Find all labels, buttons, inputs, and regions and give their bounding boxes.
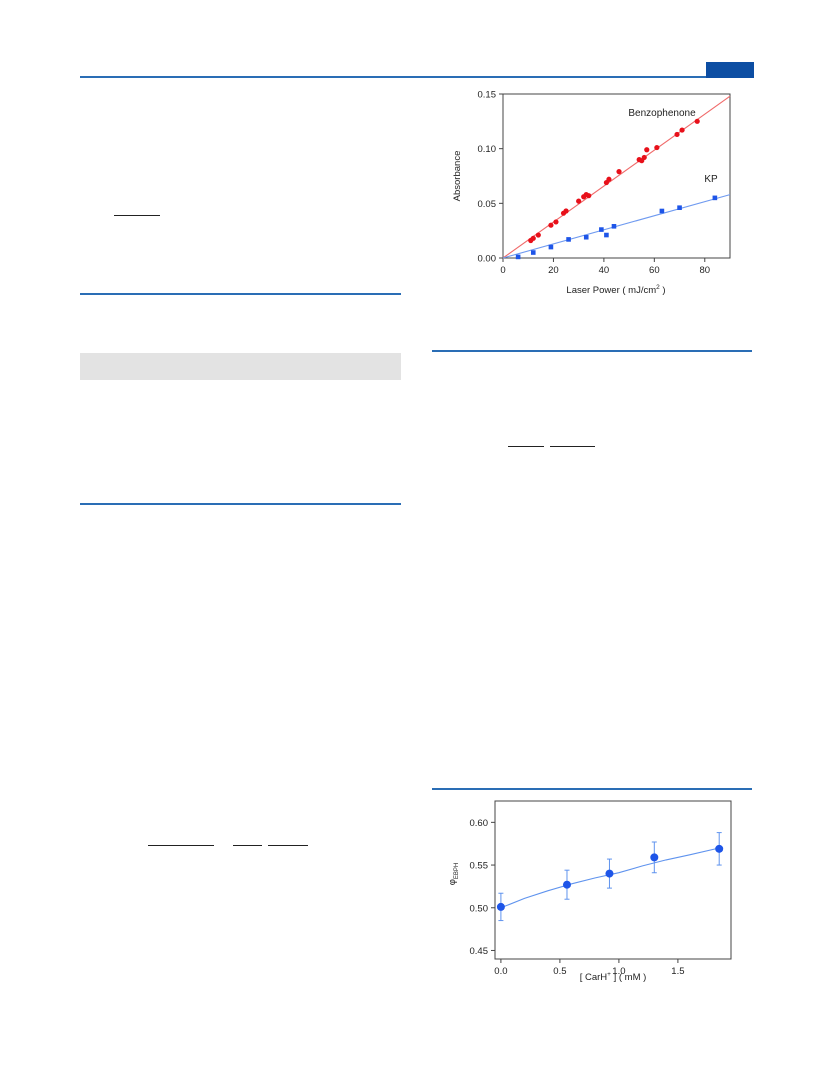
data-point bbox=[650, 853, 659, 862]
data-point bbox=[530, 250, 536, 255]
header-rule bbox=[80, 76, 752, 78]
x-tick-label: 1.0 bbox=[612, 966, 625, 977]
data-point bbox=[677, 205, 682, 211]
data-point bbox=[712, 195, 718, 201]
fraction-bar bbox=[508, 446, 544, 447]
series-label-kp: KP bbox=[704, 174, 718, 185]
plot-frame bbox=[494, 800, 732, 960]
quantum-yield-chart: 0.0 0.5 1.0 1.5 0.45 0.50 0.55 0.60 φEBPH [ Car… bbox=[447, 800, 732, 983]
section-rule-1 bbox=[80, 293, 401, 295]
fraction-bar bbox=[550, 446, 595, 447]
data-point bbox=[644, 147, 650, 153]
data-point bbox=[576, 198, 582, 204]
fraction-bar bbox=[268, 845, 308, 846]
x-tick-label: 20 bbox=[548, 265, 559, 276]
x-axis-label-end: ] ( mM ) bbox=[611, 972, 646, 983]
fraction-bar bbox=[148, 845, 214, 846]
absorbance-chart: 0 20 40 60 80 0.00 0.05 0.10 0.15 Benzophenone K… bbox=[452, 90, 731, 296]
data-point bbox=[715, 844, 724, 853]
y-tick-label: 0.05 bbox=[478, 199, 497, 210]
data-point bbox=[530, 235, 536, 241]
data-point bbox=[553, 219, 559, 225]
page-tab bbox=[706, 62, 754, 78]
plot-frame bbox=[502, 93, 731, 259]
data-point bbox=[694, 118, 700, 124]
data-point bbox=[654, 144, 660, 151]
fraction-bar bbox=[233, 845, 262, 846]
data-point bbox=[496, 902, 505, 911]
y-tick-label: 0.55 bbox=[470, 861, 489, 872]
x-axis-label-sup: + bbox=[607, 971, 611, 978]
data-point bbox=[562, 880, 571, 889]
data-point bbox=[586, 193, 592, 199]
y-tick-label: 0.15 bbox=[478, 90, 497, 101]
x-axis-label-main: Laser Power ( mJ/cm bbox=[566, 285, 656, 296]
data-point bbox=[548, 244, 554, 250]
y-axis-label: Absorbance bbox=[452, 151, 463, 202]
x-tick-label: 0.5 bbox=[553, 966, 566, 977]
y-axis-label: φEBPH bbox=[447, 863, 460, 886]
x-axis-label: Laser Power ( mJ/cm2 ) bbox=[566, 284, 665, 296]
y-axis-label-main: φ bbox=[447, 879, 458, 885]
x-axis-label: [ CarH+ ] ( mM ) bbox=[580, 971, 647, 983]
fraction-bar bbox=[114, 215, 160, 216]
data-point bbox=[674, 131, 680, 138]
y-tick-label: 0.60 bbox=[470, 818, 489, 829]
data-point bbox=[641, 154, 647, 161]
fit-line bbox=[500, 847, 720, 909]
x-tick-label: 0 bbox=[500, 265, 505, 276]
x-tick-label: 0.0 bbox=[494, 966, 507, 977]
data-point bbox=[604, 232, 609, 238]
y-tick-label: 0.10 bbox=[478, 144, 497, 155]
data-point bbox=[563, 208, 569, 214]
data-point bbox=[611, 223, 617, 229]
section-rule-3 bbox=[432, 350, 752, 352]
data-point bbox=[679, 127, 685, 133]
data-point bbox=[535, 232, 541, 238]
data-point bbox=[616, 169, 622, 175]
x-tick-label: 80 bbox=[699, 265, 710, 276]
data-point bbox=[605, 869, 614, 878]
x-axis-label-end: ) bbox=[660, 285, 666, 296]
y-tick-label: 0.50 bbox=[470, 903, 489, 914]
section-rule-4 bbox=[432, 788, 752, 790]
y-tick-label: 0.45 bbox=[470, 946, 489, 957]
x-tick-label: 40 bbox=[599, 265, 610, 276]
y-axis-label-sub: EBPH bbox=[454, 863, 460, 879]
x-tick-label: 60 bbox=[649, 265, 660, 276]
series-label-benzophenone: Benzophenone bbox=[628, 108, 696, 119]
data-point bbox=[606, 176, 612, 182]
data-point bbox=[566, 237, 571, 242]
x-axis-label-main: [ CarH bbox=[580, 972, 608, 983]
fit-line bbox=[502, 95, 731, 259]
data-point bbox=[583, 234, 589, 240]
data-point bbox=[599, 227, 604, 232]
data-point bbox=[659, 208, 665, 214]
x-tick-label: 1.5 bbox=[671, 966, 684, 977]
section-rule-2 bbox=[80, 503, 401, 505]
x-axis-label-sup: 2 bbox=[656, 284, 660, 291]
y-tick-label: 0.00 bbox=[478, 254, 497, 265]
data-point bbox=[548, 222, 554, 228]
data-point bbox=[515, 254, 521, 260]
fit-line bbox=[502, 194, 731, 259]
table-header-band bbox=[80, 353, 401, 380]
